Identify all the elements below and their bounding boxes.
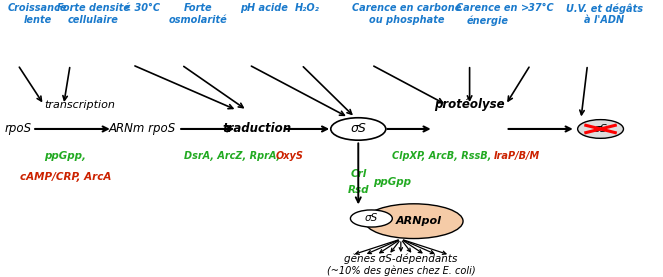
Text: transcription: transcription	[44, 100, 115, 110]
Text: Carence en
énergie: Carence en énergie	[457, 3, 518, 25]
Text: Rsd: Rsd	[347, 185, 369, 196]
Text: ppGpp: ppGpp	[373, 178, 410, 188]
Text: σS: σS	[351, 122, 366, 135]
Text: pH acide: pH acide	[241, 3, 288, 13]
Text: OxyS: OxyS	[276, 151, 304, 161]
Text: gènes σS-dépendants: gènes σS-dépendants	[344, 253, 457, 264]
Text: rpoS: rpoS	[4, 122, 31, 135]
Text: ppGpp,: ppGpp,	[44, 151, 87, 161]
Text: Croissance
lente: Croissance lente	[8, 3, 68, 25]
Text: σS: σS	[593, 124, 607, 134]
Text: Forte densité
cellulaire: Forte densité cellulaire	[57, 3, 130, 25]
Circle shape	[331, 118, 386, 140]
Text: ClpXP, ArcB, RssB,: ClpXP, ArcB, RssB,	[392, 151, 491, 161]
Circle shape	[577, 120, 623, 138]
Ellipse shape	[365, 204, 463, 238]
Text: σS: σS	[365, 214, 378, 224]
Text: DsrA, ArcZ, RprA,: DsrA, ArcZ, RprA,	[184, 151, 280, 161]
Text: IraP/B/M: IraP/B/M	[495, 151, 540, 161]
Text: >37°C: >37°C	[520, 3, 554, 13]
Text: Forte
osmolarité: Forte osmolarité	[168, 3, 227, 25]
Text: ARNm rpoS: ARNm rpoS	[109, 122, 176, 135]
Text: U.V. et dégâts
à l'ADN: U.V. et dégâts à l'ADN	[566, 3, 643, 25]
Text: Carence en carbone
ou phosphate: Carence en carbone ou phosphate	[352, 3, 461, 25]
Text: H₂O₂: H₂O₂	[295, 3, 320, 13]
Text: ARNpol: ARNpol	[396, 216, 442, 226]
Text: Crl: Crl	[350, 170, 367, 179]
Text: < 30°C: < 30°C	[123, 3, 160, 13]
Text: (~10% des gènes chez E. coli): (~10% des gènes chez E. coli)	[327, 265, 475, 276]
Text: protéolyse: protéolyse	[434, 98, 505, 111]
Circle shape	[351, 210, 392, 227]
Text: cAMP/CRP, ArcA: cAMP/CRP, ArcA	[20, 172, 111, 182]
Text: traduction: traduction	[222, 122, 291, 135]
